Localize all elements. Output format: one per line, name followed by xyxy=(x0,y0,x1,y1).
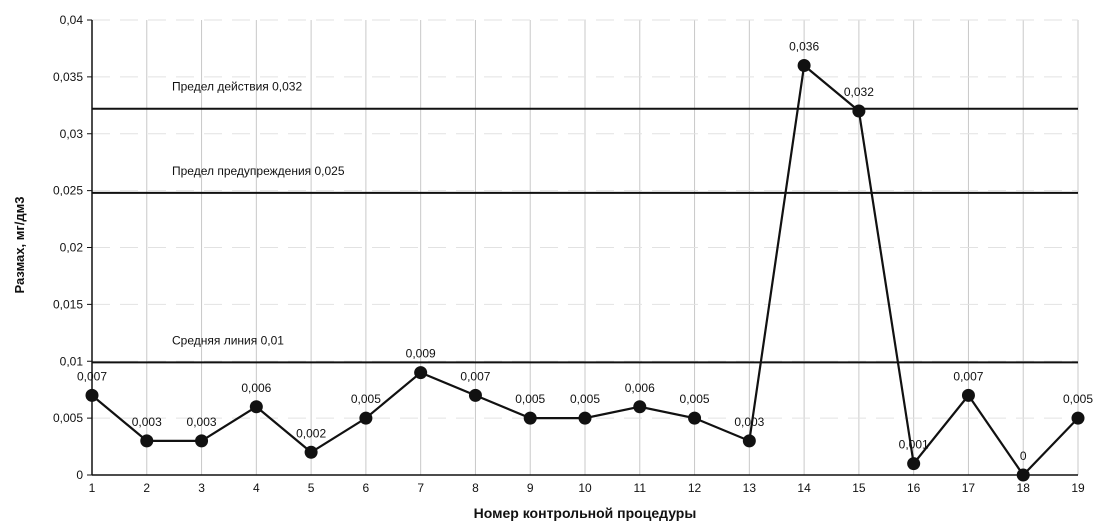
data-point xyxy=(1016,468,1030,482)
data-label: 0,032 xyxy=(844,85,874,99)
data-labels: 0,007 0,003 0,003 0,006 0,002 0,005 0,009 0,007… xyxy=(77,40,1093,464)
data-point xyxy=(523,411,537,425)
data-point xyxy=(304,445,318,459)
data-point xyxy=(578,411,592,425)
x-tick-label: 4 xyxy=(253,481,260,495)
x-tick-label: 6 xyxy=(363,481,370,495)
data-point xyxy=(249,400,263,414)
data-label: 0,006 xyxy=(625,381,655,395)
x-tick-label: 13 xyxy=(743,481,757,495)
data-label: 0,001 xyxy=(899,438,929,452)
x-tick-label: 7 xyxy=(417,481,424,495)
data-point xyxy=(852,104,866,118)
x-tick-label: 5 xyxy=(308,481,315,495)
data-label: 0,005 xyxy=(351,392,381,406)
y-tick-label: 0,04 xyxy=(60,13,84,27)
x-tick-label: 16 xyxy=(907,481,921,495)
reference-lines: Предел действия 0,032 Предел предупрежден… xyxy=(92,80,1078,364)
y-tick-label: 0,03 xyxy=(60,127,84,141)
x-tick-label: 12 xyxy=(688,481,702,495)
reference-line-label: Предел предупреждения 0,025 xyxy=(172,164,345,178)
x-tick-label: 1 xyxy=(89,481,96,495)
data-label: 0,005 xyxy=(515,392,545,406)
x-tick-label: 10 xyxy=(578,481,592,495)
data-point xyxy=(688,411,702,425)
x-tick-label: 17 xyxy=(962,481,976,495)
data-point xyxy=(633,400,647,414)
x-tick-label: 19 xyxy=(1071,481,1085,495)
data-point xyxy=(468,388,482,402)
data-label: 0,007 xyxy=(77,369,107,383)
data-label: 0,007 xyxy=(460,369,490,383)
data-label: 0,009 xyxy=(406,347,436,361)
y-tick-label: 0,025 xyxy=(53,184,83,198)
data-label: 0,036 xyxy=(789,40,819,54)
data-point xyxy=(195,434,209,448)
x-axis-label: Номер контрольной процедуры xyxy=(474,505,697,521)
y-tick-label: 0,015 xyxy=(53,297,83,311)
data-label: 0,007 xyxy=(953,369,983,383)
data-point xyxy=(359,411,373,425)
data-point xyxy=(797,59,811,72)
x-tick-label: 3 xyxy=(198,481,205,495)
axes: 1 2 3 4 5 6 7 8 9 10 11 12 13 14 15 16 17 18 1900,0050,010… xyxy=(53,13,1085,495)
y-tick-label: 0 xyxy=(76,468,83,482)
data-label: 0,003 xyxy=(132,415,162,429)
data-label: 0,003 xyxy=(734,415,764,429)
data-point xyxy=(1071,411,1085,425)
data-point xyxy=(140,434,154,448)
data-label: 0,002 xyxy=(296,426,326,440)
data-label: 0,005 xyxy=(680,392,710,406)
x-tick-label: 14 xyxy=(797,481,811,495)
data-label: 0 xyxy=(1020,449,1027,463)
data-label: 0,005 xyxy=(570,392,600,406)
data-label: 0,003 xyxy=(187,415,217,429)
x-tick-label: 18 xyxy=(1017,481,1031,495)
x-tick-label: 9 xyxy=(527,481,534,495)
reference-line-label: Предел действия 0,032 xyxy=(172,80,302,94)
y-tick-label: 0,01 xyxy=(60,354,84,368)
series xyxy=(85,59,1085,482)
y-tick-label: 0,02 xyxy=(60,241,84,255)
grid xyxy=(91,19,1079,475)
x-tick-label: 8 xyxy=(472,481,479,495)
data-point xyxy=(85,388,99,402)
x-tick-label: 15 xyxy=(852,481,866,495)
reference-line-label: Средняя линия 0,01 xyxy=(172,333,284,347)
data-label: 0,005 xyxy=(1063,392,1093,406)
y-tick-label: 0,035 xyxy=(53,70,83,84)
y-tick-label: 0,005 xyxy=(53,411,83,425)
data-point xyxy=(742,434,756,448)
data-point xyxy=(414,366,428,380)
data-point xyxy=(961,388,975,402)
x-tick-label: 11 xyxy=(634,481,647,495)
x-tick-label: 2 xyxy=(143,481,150,495)
data-label: 0,006 xyxy=(241,381,271,395)
data-point xyxy=(907,457,921,471)
y-axis-label: Размах, мг/дм3 xyxy=(12,197,27,294)
